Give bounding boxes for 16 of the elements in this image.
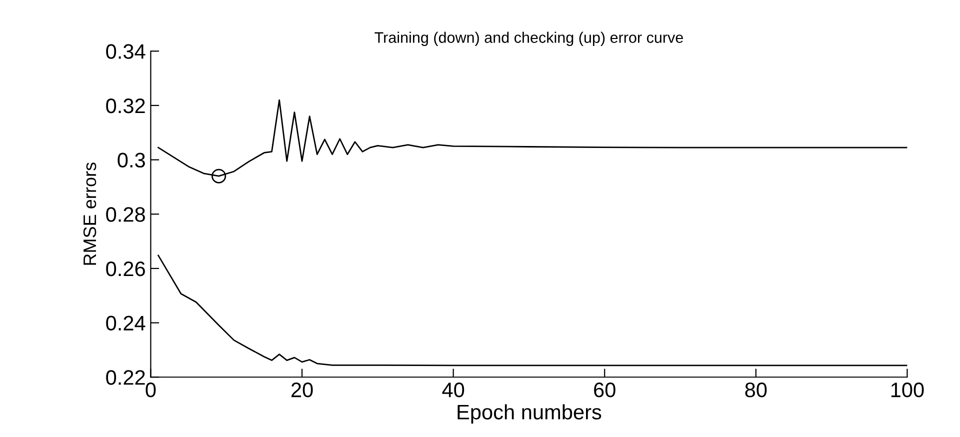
y-tick-label: 0.24 [106, 316, 146, 331]
y-tick-label: 0.34 [106, 44, 146, 59]
y-tick-label: 0.28 [106, 207, 145, 222]
y-tick-label: 0.3 [118, 152, 145, 168]
y-tick-label: 0.32 [106, 98, 145, 114]
y-axis-title: RMSE errors [83, 162, 96, 265]
x-tick-label: 20 [291, 382, 313, 398]
x-axis-title: Epoch numbers [458, 404, 602, 424]
x-tick-label: 40 [442, 382, 464, 398]
x-tick-label: 80 [745, 382, 767, 398]
chart-title: Training (down) and checking (up) error curve [374, 32, 683, 46]
x-tick-label: 0 [146, 382, 156, 398]
x-tick-label: 100 [891, 382, 924, 398]
y-tick-label: 0.22 [106, 370, 145, 385]
x-tick-label: 60 [594, 382, 616, 398]
y-tick-label: 0.26 [106, 261, 145, 276]
